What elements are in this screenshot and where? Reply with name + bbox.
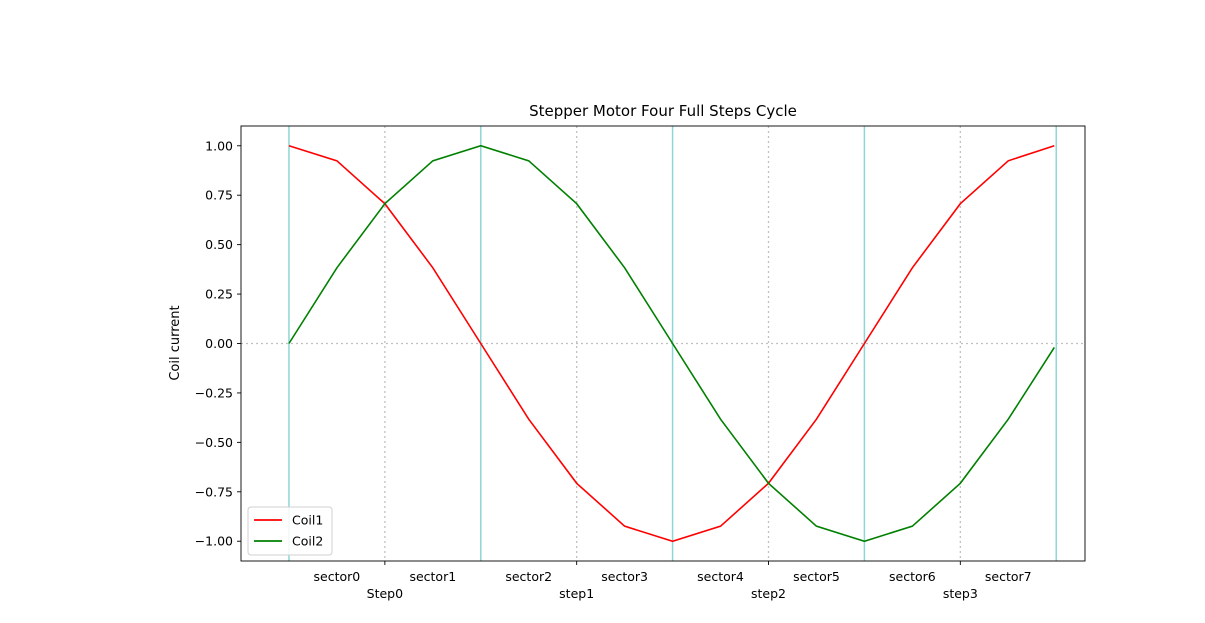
series-line-coil2: [288, 144, 1055, 543]
sector-label: sector3: [601, 569, 648, 584]
sector-label: sector1: [409, 569, 456, 584]
y-tick-label: 0.75: [205, 188, 233, 203]
y-tick-label: −0.25: [195, 385, 233, 400]
step-label: step1: [559, 586, 594, 601]
series-layer: [288, 144, 1055, 543]
grid-layer: [241, 126, 1085, 561]
chart-title: Stepper Motor Four Full Steps Cycle: [529, 102, 797, 120]
y-tick-label: −1.00: [195, 534, 233, 549]
sector-label: sector0: [314, 569, 361, 584]
y-axis-label: Coil current: [168, 305, 183, 380]
sector-label: sector7: [985, 569, 1032, 584]
legend: Coil1 Coil2: [247, 506, 333, 556]
step-label: step3: [943, 586, 978, 601]
y-tick-label: 0.00: [205, 336, 233, 351]
sector-label: sector5: [793, 569, 840, 584]
legend-label: Coil1: [292, 513, 323, 528]
y-tick-label: 1.00: [205, 138, 233, 153]
y-tick-label: −0.50: [195, 435, 233, 450]
step-label: Step0: [367, 586, 403, 601]
y-tick-label: 0.50: [205, 237, 233, 252]
sector-label: sector6: [889, 569, 936, 584]
step-label: step2: [751, 586, 786, 601]
axes-layer: 1.00 0.75 0.50 0.25 0.00 −0.25 −0.50 −0.75 −1.00…: [195, 125, 1086, 601]
sector-label: sector4: [697, 569, 744, 584]
series-line-coil1: [288, 145, 1055, 543]
y-tick-label: 0.25: [205, 287, 233, 302]
sector-label: sector2: [505, 569, 552, 584]
y-tick-label: −0.75: [195, 484, 233, 499]
legend-label: Coil2: [292, 534, 323, 549]
legend-box: [247, 506, 333, 556]
